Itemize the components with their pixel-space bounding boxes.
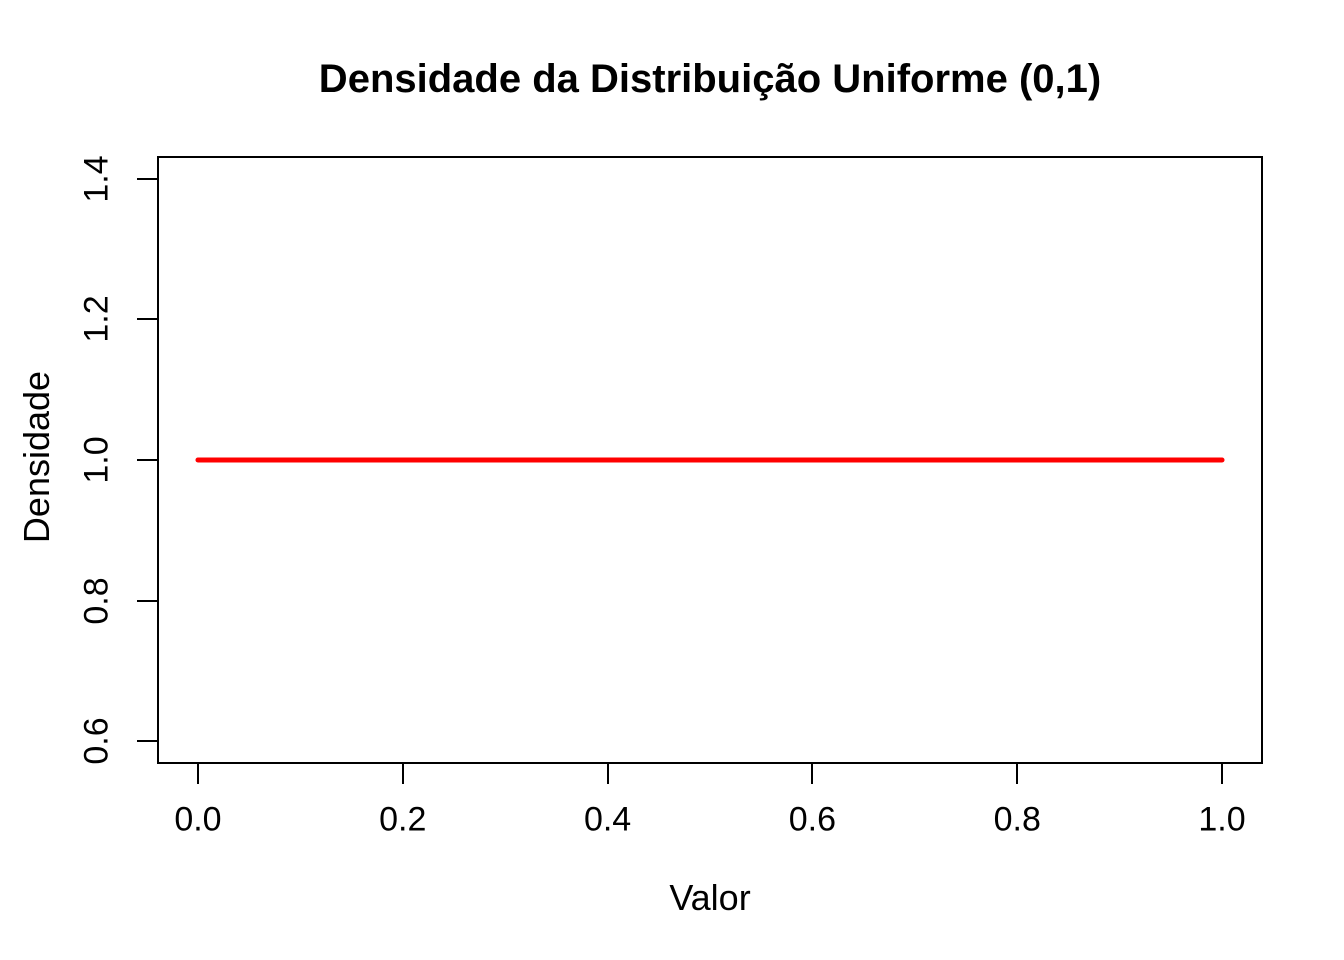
y-tick-mark: [137, 177, 157, 180]
y-tick-label: 0.6: [77, 717, 116, 766]
y-tick-label: 1.0: [77, 436, 116, 484]
x-tick-label: 0.2: [379, 800, 427, 839]
plot-area: [157, 156, 1263, 764]
x-tick-mark: [196, 764, 199, 784]
chart-title: Densidade da Distribuição Uniforme (0,1): [318, 57, 1102, 101]
x-tick-mark: [811, 764, 814, 784]
x-tick-label: 1.0: [1198, 800, 1246, 839]
x-tick-mark: [1016, 764, 1019, 784]
x-axis-label: Valor: [669, 877, 751, 918]
x-tick-label: 0.6: [788, 800, 837, 839]
x-tick-mark: [401, 764, 404, 784]
y-tick-label: 1.2: [77, 295, 116, 343]
y-tick-label: 0.8: [77, 577, 116, 625]
x-tick-label: 0.4: [583, 800, 632, 839]
x-tick-label: 0.8: [993, 800, 1041, 839]
y-tick-mark: [137, 599, 157, 602]
x-tick-mark: [606, 764, 609, 784]
y-tick-mark: [137, 318, 157, 321]
y-tick-mark: [137, 740, 157, 743]
y-tick-mark: [137, 459, 157, 461]
x-tick-mark: [1221, 764, 1224, 784]
x-tick-label: 0.0: [174, 800, 222, 839]
y-axis-label: Densidade: [16, 370, 57, 544]
y-tick-label: 1.4: [77, 154, 116, 203]
